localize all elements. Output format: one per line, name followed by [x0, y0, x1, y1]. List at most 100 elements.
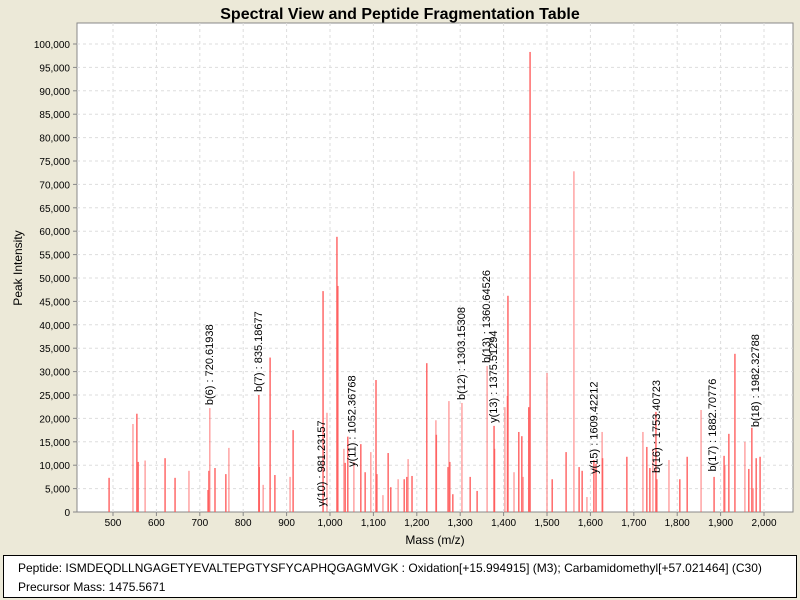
- peak-bar: [347, 436, 349, 512]
- peak-bar: [164, 458, 166, 512]
- peak-bar: [755, 458, 757, 512]
- y-tick-label: 75,000: [39, 157, 70, 168]
- x-tick-label: 1,000: [317, 518, 342, 529]
- y-tick-label: 65,000: [39, 204, 70, 215]
- peak-bar: [214, 468, 216, 512]
- peak-bar: [713, 476, 715, 512]
- peak-bar: [469, 476, 471, 512]
- peak-bar: [728, 433, 730, 512]
- peak-bar: [723, 455, 725, 512]
- peak-bar: [448, 401, 450, 512]
- spectrum-chart: Spectral View and Peptide Fragmentation …: [11, 6, 794, 547]
- y-tick-label: 15,000: [39, 438, 70, 449]
- x-tick-label: 1,100: [361, 518, 386, 529]
- y-tick-label: 60,000: [39, 227, 70, 238]
- peak-bar: [387, 453, 389, 512]
- peak-bar: [518, 431, 520, 512]
- peak-bar: [744, 441, 746, 512]
- peak-bar: [322, 291, 324, 512]
- y-tick-label: 70,000: [39, 180, 70, 191]
- y-tick-label: 0: [64, 508, 70, 519]
- peak-bar: [108, 477, 110, 512]
- peak-bar: [656, 479, 658, 512]
- peak-bar: [586, 497, 588, 512]
- peak-bar: [326, 412, 328, 512]
- peak-bar: [344, 462, 346, 512]
- peak-bar: [595, 463, 597, 512]
- peak-bar: [652, 448, 654, 512]
- peak-bar: [137, 461, 139, 512]
- peak-bar: [700, 409, 702, 512]
- peak-bar: [174, 477, 176, 512]
- y-axis-label: Peak Intensity: [11, 230, 25, 305]
- fragment-annotation: y(13) : 1375.51294: [488, 331, 500, 423]
- y-tick-label: 100,000: [34, 40, 71, 51]
- peak-bar: [646, 446, 648, 512]
- y-tick-label: 10,000: [39, 461, 70, 472]
- peak-bar: [601, 458, 604, 512]
- peak-bar: [407, 459, 409, 512]
- peak-bar: [528, 407, 530, 512]
- peak-bar: [370, 452, 372, 512]
- peak-bar: [734, 353, 736, 512]
- peak-bar: [626, 456, 628, 512]
- fragment-annotation: y(11) : 1052.36768: [347, 375, 359, 467]
- peak-bar: [476, 490, 478, 512]
- peak-bar: [136, 413, 138, 512]
- x-tick-label: 800: [235, 518, 252, 529]
- x-tick-label: 1,300: [448, 518, 473, 529]
- peak-bar: [188, 470, 190, 512]
- peak-bar: [449, 461, 451, 512]
- peak-bar: [581, 470, 583, 512]
- peak-bar: [376, 474, 378, 512]
- peak-bar: [529, 51, 531, 513]
- plot-area: [76, 22, 794, 513]
- peak-bar: [435, 434, 438, 512]
- fragment-annotation: b(17) : 1882.70776: [707, 379, 719, 472]
- fragment-annotation: b(7) : 835.18677: [253, 311, 265, 392]
- peak-bar: [397, 479, 399, 512]
- y-tick-label: 80,000: [39, 134, 70, 145]
- peak-bar: [759, 456, 761, 512]
- peak-bar: [546, 373, 548, 512]
- peak-bar: [375, 380, 377, 512]
- peak-bar: [258, 395, 260, 512]
- peak-bar: [504, 407, 506, 512]
- peak-bar: [565, 452, 567, 512]
- peak-bar: [649, 468, 651, 512]
- peak-bar: [225, 474, 227, 512]
- chart-title: Spectral View and Peptide Fragmentation …: [220, 6, 580, 23]
- peak-bar: [748, 468, 750, 512]
- peak-bar: [426, 363, 428, 512]
- peak-bar: [578, 467, 580, 512]
- peak-bar: [208, 470, 210, 512]
- peak-bar: [752, 488, 754, 512]
- peak-bar: [573, 171, 575, 512]
- peak-bar: [679, 479, 681, 512]
- peak-bar: [337, 285, 339, 512]
- peptide-sequence: Peptide: ISMDEQDLLNGAGETYEVALTEPGTYSFYCA…: [18, 561, 762, 575]
- peak-bar: [521, 436, 523, 512]
- peak-bar: [668, 460, 670, 512]
- x-tick-label: 1,600: [578, 518, 603, 529]
- peak-bar: [292, 430, 294, 512]
- x-axis-label: Mass (m/z): [405, 533, 464, 547]
- y-tick-label: 95,000: [39, 63, 70, 74]
- peak-bar: [207, 490, 209, 512]
- peak-bar: [360, 444, 362, 512]
- peak-bar: [228, 447, 230, 512]
- peak-bar: [461, 402, 463, 512]
- peak-bar: [452, 494, 454, 512]
- fragment-annotation: b(6) : 720.61938: [204, 324, 216, 405]
- x-tick-label: 1,700: [621, 518, 646, 529]
- peak-bar: [493, 448, 496, 512]
- peak-bar: [506, 395, 509, 512]
- y-tick-label: 5,000: [45, 485, 70, 496]
- peak-bar: [382, 495, 384, 512]
- x-tick-label: 1,900: [708, 518, 733, 529]
- peptide-info-panel: Peptide: ISMDEQDLLNGAGETYEVALTEPGTYSFYCA…: [3, 555, 797, 598]
- x-tick-label: 1,800: [665, 518, 690, 529]
- y-tick-label: 50,000: [39, 274, 70, 285]
- x-tick-label: 700: [191, 518, 208, 529]
- peak-bar: [751, 427, 753, 512]
